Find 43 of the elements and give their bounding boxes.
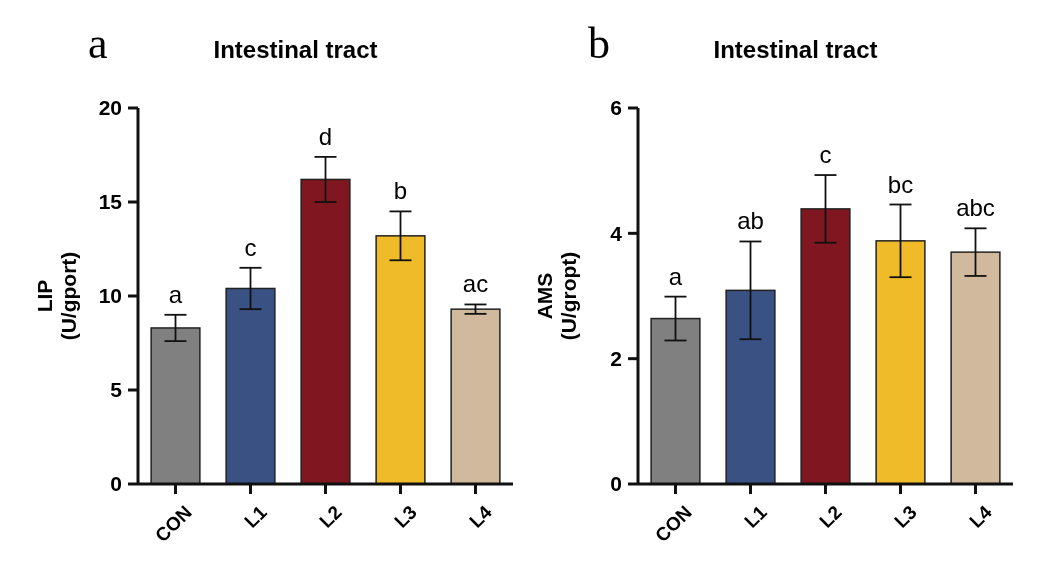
text: b — [588, 19, 610, 68]
x-tick-label: L1 — [240, 501, 272, 532]
annotation: bc — [887, 170, 914, 198]
annotation: d — [318, 122, 333, 150]
annotation: a — [668, 262, 683, 290]
annotation: ab — [737, 207, 764, 235]
x-tick-label: L4 — [965, 501, 997, 532]
x-tick-label: L1 — [740, 501, 772, 532]
y-tick-label: 2 — [610, 347, 622, 371]
text: a — [88, 19, 108, 68]
bar — [725, 289, 776, 485]
bar — [875, 240, 926, 485]
x-tick-label: L3 — [890, 501, 921, 532]
chart-title: Intestinal tract — [713, 36, 878, 63]
y-tick-label: 10 — [98, 284, 122, 308]
annotation: b — [393, 177, 408, 205]
x-tick-label: L4 — [465, 501, 497, 532]
y-tick-label: 5 — [110, 378, 123, 402]
y-tick-label: 6 — [610, 96, 622, 120]
y-tick-label: 4 — [610, 221, 623, 245]
x-tick-label: L2 — [315, 501, 346, 532]
bar — [375, 235, 426, 485]
x-tick-label: L2 — [815, 501, 846, 532]
annotation: a — [168, 280, 183, 308]
y-tick-label: 20 — [98, 96, 122, 120]
bar — [300, 178, 351, 485]
bar — [800, 208, 851, 485]
bar — [950, 251, 1001, 485]
bar — [650, 317, 701, 485]
y-tick-label: 0 — [110, 472, 122, 496]
y-tick-label: 0 — [610, 472, 622, 496]
annotation: ac — [462, 270, 489, 298]
annotation: abc — [956, 194, 995, 222]
y-tick-label: 15 — [98, 190, 123, 214]
bar — [450, 308, 501, 485]
chart-title: Intestinal tract — [213, 36, 378, 63]
y-axis-title: LIP (U/gport) — [32, 251, 80, 341]
annotation: c — [819, 141, 832, 169]
annotation: c — [244, 233, 257, 261]
x-tick-label: L3 — [390, 501, 421, 532]
bar — [150, 327, 201, 485]
bar — [225, 287, 276, 485]
y-axis-title: AMS (U/gropt) — [532, 251, 580, 341]
